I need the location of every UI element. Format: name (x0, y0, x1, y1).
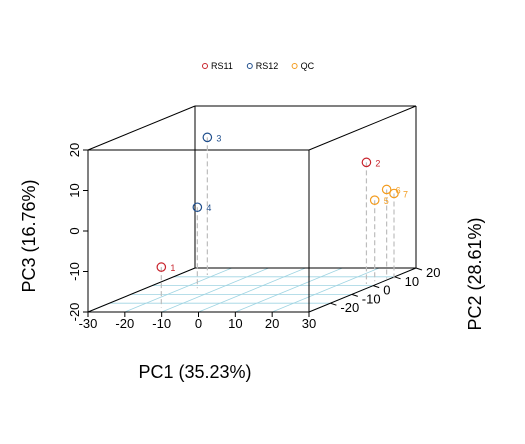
plot-box (87, 105, 417, 313)
x-tick-label: -30 (79, 316, 98, 331)
y-axis-label: PC2 (28.61%) (465, 217, 485, 330)
y-tick-label: 10 (405, 274, 419, 289)
box-edge (87, 105, 196, 151)
z-tick-label: -20 (67, 303, 82, 322)
legend: RS11 RS12 QC (202, 61, 315, 71)
point-label: 5 (384, 196, 389, 206)
drop-lines (160, 137, 395, 308)
data-points: 1 2 3 4 56 7 (156, 132, 408, 273)
legend-marker (246, 63, 253, 69)
y-tick-label: -20 (340, 300, 359, 315)
legend-label: QC (301, 61, 315, 71)
box-edge (87, 267, 196, 313)
legend-label: RS12 (256, 61, 279, 71)
grid-line-x (235, 267, 343, 313)
data-point (369, 195, 380, 205)
z-tick-label: 0 (67, 227, 82, 234)
legend-label: RS11 (211, 61, 233, 71)
y-tick-label: 0 (383, 283, 390, 298)
data-point (361, 157, 372, 168)
x-tick-label: 10 (228, 316, 242, 331)
y-tick-mark (373, 285, 380, 289)
grid-line-x (198, 267, 306, 313)
data-point (202, 132, 213, 143)
z-tick-label: 20 (67, 143, 82, 157)
y-tick-label: -10 (362, 291, 381, 306)
x-tick-label: 0 (195, 316, 202, 331)
point-label: 6 (396, 185, 401, 195)
data-point (389, 188, 399, 199)
grid-line-x (161, 267, 269, 313)
z-tick-label: 10 (67, 183, 82, 197)
box-edge (308, 105, 417, 151)
x-axis-label: PC1 (35.23%) (138, 362, 251, 382)
x-tick-label: 20 (265, 316, 279, 331)
x-tick-label: -10 (152, 316, 171, 331)
grid-line-x (124, 267, 232, 313)
grid-line-x (272, 267, 380, 313)
y-tick-label: 20 (426, 265, 440, 280)
data-point (156, 262, 167, 272)
point-label: 1 (170, 263, 175, 273)
point-label: 7 (403, 190, 408, 200)
point-label: 3 (216, 133, 221, 143)
y-tick-mark (351, 293, 358, 297)
data-point (381, 184, 392, 195)
y-tick-mark (394, 276, 401, 280)
data-point (192, 202, 203, 213)
box-edge (308, 267, 417, 313)
point-label: 2 (375, 158, 380, 168)
point-label: 4 (206, 203, 211, 213)
x-tick-label: 30 (302, 316, 316, 331)
y-tick-mark (415, 267, 423, 271)
x-tick-label: -20 (115, 316, 134, 331)
y-tick-mark (330, 302, 337, 306)
legend-marker (202, 63, 208, 69)
z-axis-label: PC3 (16.76%) (19, 179, 39, 292)
z-tick-label: -10 (67, 262, 82, 281)
legend-marker (291, 63, 298, 69)
